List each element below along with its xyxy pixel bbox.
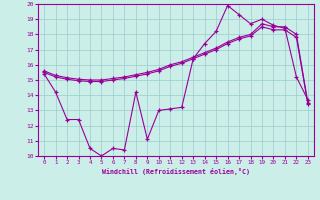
X-axis label: Windchill (Refroidissement éolien,°C): Windchill (Refroidissement éolien,°C) xyxy=(102,168,250,175)
